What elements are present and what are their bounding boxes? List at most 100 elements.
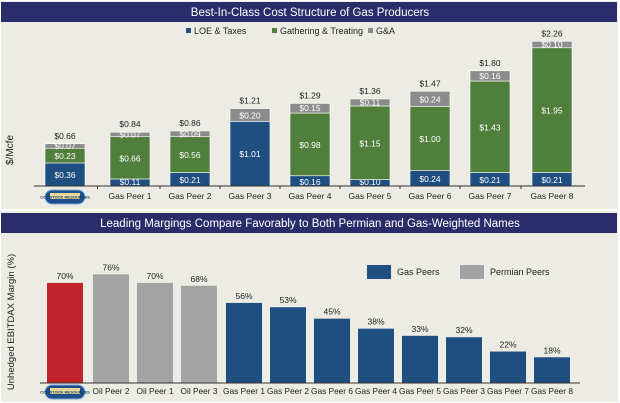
bar-segment-gathering-treating [409, 106, 451, 171]
legend-label-0: LOE & Taxes [194, 26, 247, 36]
total-value-label: $1.29 [299, 90, 321, 100]
x-tick-label: Gas Peer 6 [311, 386, 353, 396]
bar-value-label: 38% [367, 317, 384, 327]
x-tick-label: Oil Peer 3 [181, 386, 218, 396]
bar-segment-g-a [531, 41, 573, 49]
x-tick-label: Gas Peer 1 [109, 191, 152, 201]
bar-4: 56% Gas Peer 1 [223, 291, 265, 396]
segment-value-label: $0.16 [479, 71, 501, 81]
segment-value-label: $0.36 [54, 170, 76, 180]
bar-segment-g-a [409, 90, 451, 107]
segment-value-label: $0.11 [360, 97, 381, 107]
legend-swatch-0 [186, 28, 191, 33]
segment-value-label: $0.09 [179, 129, 201, 139]
bar-6: 45% Gas Peer 6 [311, 307, 353, 396]
bar-1: 76% Oil Peer 2 [93, 262, 130, 396]
x-tick-label: Gas Peer 3 [229, 191, 272, 201]
stacked-bar-5: $0.10 $1.15 $0.11$1.36 Gas Peer 5 [339, 86, 392, 201]
segment-value-label: $1.01 [239, 149, 261, 159]
bar-rect [314, 318, 350, 383]
bar-segment-gathering-treating [169, 136, 211, 173]
segment-value-label: $0.56 [179, 150, 201, 160]
x-tick-label: Gas Peer 8 [531, 386, 573, 396]
bar-segment-g-a [44, 143, 86, 149]
comstock-logo: COMSTOCK RESOURCES [40, 384, 90, 400]
x-tick-label: Gas Peer 7 [469, 191, 512, 201]
segment-value-label: $0.16 [299, 177, 321, 187]
legend-swatch-gas [367, 265, 391, 279]
legend-label-gas: Gas Peers [397, 267, 440, 277]
legend-swatch-2 [368, 28, 373, 33]
legend-label-2: G&A [376, 26, 395, 36]
bar-value-label: 33% [411, 324, 428, 334]
x-tick-label: Gas Peer 5 [399, 386, 441, 396]
bar-segment-gathering-treating [289, 112, 331, 177]
bar-value-label: 53% [279, 295, 296, 305]
segment-value-label: $0.98 [299, 140, 321, 150]
bar-rect [490, 351, 526, 383]
total-value-label: $0.86 [179, 118, 201, 128]
bar-rect [446, 337, 482, 383]
segment-value-label: $0.24 [419, 174, 441, 184]
bar-10: 22% Gas Peer 7 [487, 340, 529, 396]
bar-rect [93, 274, 129, 383]
bottom-chart-title: Leading Margings Compare Favorably to Bo… [100, 218, 520, 230]
legend-label-permian: Permian Peers [490, 267, 550, 277]
logo-text: COMSTOCK RESOURCES [40, 390, 90, 395]
bar-rect [358, 328, 394, 383]
comstock-logo: COMSTOCK RESOURCES [40, 189, 90, 205]
bar-value-label: 70% [56, 271, 73, 281]
bar-rect [402, 335, 438, 383]
bar-value-label: 45% [323, 307, 340, 317]
stacked-bar-2: $0.21 $0.56 $0.09$0.86 Gas Peer 2 [159, 118, 212, 201]
segment-value-label: $1.95 [541, 106, 563, 116]
bar-rect [270, 307, 306, 383]
segment-value-label: $1.15 [359, 138, 381, 148]
x-tick-label: Gas Peer 4 [355, 386, 397, 396]
legend-label-1: Gathering & Treating [280, 26, 363, 36]
segment-value-label: $0.20 [239, 110, 261, 120]
total-value-label: $2.26 [541, 28, 563, 38]
segment-value-label: $0.07 [54, 141, 76, 151]
logo-text: COMSTOCK RESOURCES [40, 195, 90, 200]
bar-0: 70% COMSTOCK RESOURCES [40, 271, 90, 400]
bar-value-label: 18% [543, 345, 560, 355]
top-legend: LOE & Taxes Gathering & Treating G&A [186, 26, 395, 36]
legend-swatch-permian [460, 265, 484, 279]
logo-banner [50, 193, 80, 199]
x-tick-label: Oil Peer 1 [137, 386, 174, 396]
segment-value-label: $0.15 [299, 103, 321, 113]
bar-5: 53% Gas Peer 2 [267, 295, 309, 396]
total-value-label: $1.21 [239, 96, 261, 106]
bar-rect [137, 282, 173, 383]
segment-value-label: $1.43 [479, 122, 501, 132]
bar-3: 68% Oil Peer 3 [181, 274, 218, 396]
total-value-label: $1.36 [359, 86, 381, 96]
segment-value-label: $0.21 [541, 175, 563, 185]
x-tick-label: Gas Peer 6 [409, 191, 452, 201]
x-tick-label: Gas Peer 4 [289, 191, 332, 201]
bar-8: 33% Gas Peer 5 [399, 324, 441, 396]
stacked-bar-4: $0.16 $0.98 $0.15 $1.29 Gas Peer 4 [279, 90, 332, 201]
bar-value-label: 76% [102, 262, 119, 272]
bottom-bars: 70% COMSTOCK RESOURCES 76% Oil Peer 2 70% Oil… [40, 262, 573, 400]
segment-value-label: $0.10 [359, 177, 381, 187]
bottom-y-axis-label: Unhedged EBITDAX Margin (%) [6, 254, 17, 390]
bottom-title-bar [1, 213, 617, 233]
bar-rect [47, 282, 83, 383]
bar-segment-gathering-treating [109, 136, 151, 180]
total-value-label: $0.84 [119, 119, 141, 129]
segment-value-label: $0.24 [419, 94, 441, 104]
bar-segment-g-a [349, 98, 391, 107]
bar-9: 32% Gas Peer 3 [443, 325, 485, 396]
x-tick-label: Gas Peer 3 [443, 386, 485, 396]
bar-rect [226, 302, 262, 383]
top-y-axis-label: $/Mcfe [5, 135, 16, 165]
x-tick-label: Gas Peer 1 [223, 386, 265, 396]
stacked-bar-1: $0.11 $0.66 $0.07$0.84 Gas Peer 1 [97, 119, 152, 201]
bar-rect [181, 285, 217, 383]
segment-value-label: $1.00 [419, 134, 441, 144]
bar-value-label: 32% [455, 325, 472, 335]
